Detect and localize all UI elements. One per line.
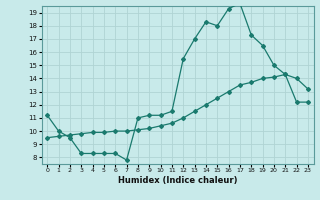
X-axis label: Humidex (Indice chaleur): Humidex (Indice chaleur) [118,176,237,185]
